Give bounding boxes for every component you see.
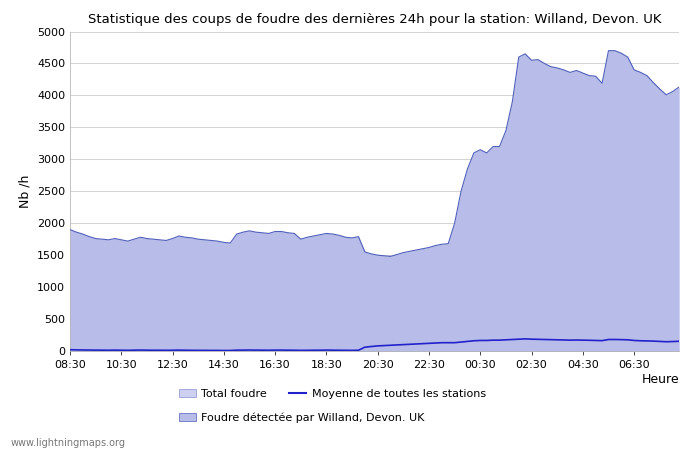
- Y-axis label: Nb /h: Nb /h: [18, 175, 32, 208]
- Text: Heure: Heure: [641, 374, 679, 387]
- Text: www.lightningmaps.org: www.lightningmaps.org: [10, 438, 125, 448]
- Legend: Foudre détectée par Willand, Devon. UK: Foudre détectée par Willand, Devon. UK: [179, 413, 425, 423]
- Title: Statistique des coups de foudre des dernières 24h pour la station: Willand, Devo: Statistique des coups de foudre des dern…: [88, 13, 662, 26]
